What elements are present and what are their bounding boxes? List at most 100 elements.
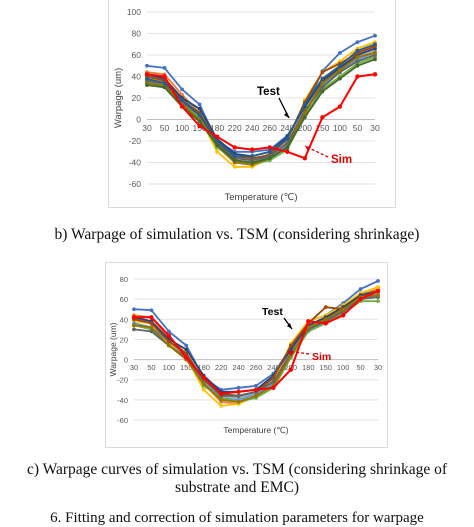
- annotation-test: Test: [257, 86, 280, 98]
- data-point: [197, 123, 202, 129]
- x-tick-label: 240: [280, 123, 294, 133]
- data-point: [355, 40, 360, 44]
- data-point: [218, 391, 224, 397]
- data-point: [184, 347, 189, 352]
- data-point: [285, 149, 290, 154]
- data-point: [250, 154, 255, 158]
- series-line: [146, 34, 376, 153]
- data-point: [132, 323, 136, 328]
- y-tick-label: -40: [129, 158, 142, 168]
- y-tick-label: 60: [120, 295, 128, 304]
- data-point: [267, 149, 272, 154]
- data-point: [338, 76, 342, 81]
- y-tick-label: 20: [132, 93, 142, 103]
- annotation-sim-arrowhead: [305, 146, 311, 151]
- data-point: [184, 343, 189, 348]
- data-point: [236, 399, 241, 404]
- data-point: [132, 307, 136, 312]
- data-point: [253, 387, 259, 392]
- data-point: [373, 42, 377, 47]
- chart-c: -60 -40 -20 0 20 40 60 80 30 50 100 150 180 220 240 260…: [108, 275, 382, 435]
- x-tick-label: 150: [315, 123, 329, 133]
- data-point: [201, 387, 206, 392]
- data-point: [149, 321, 154, 326]
- data-point: [375, 288, 381, 294]
- data-point: [341, 307, 346, 312]
- data-point: [219, 404, 224, 408]
- series-line: [146, 52, 376, 166]
- caption-c: c) Warpage curves of simulation vs. TSM …: [0, 461, 474, 497]
- x-axis-title: Temperature (℃): [225, 192, 298, 203]
- x-tick-label: 240: [245, 123, 259, 133]
- data-point: [302, 156, 308, 161]
- data-point: [215, 139, 220, 143]
- y-tick-label: 40: [120, 315, 128, 324]
- y-tick-label: 0: [136, 115, 141, 125]
- data-point: [302, 102, 307, 107]
- data-point: [373, 33, 377, 38]
- x-tick-label: 220: [228, 123, 242, 133]
- x-axis-title: Temperature (℃): [223, 425, 288, 435]
- x-tick-label: 100: [175, 123, 189, 133]
- data-point: [355, 74, 360, 79]
- x-tick-label: 260: [263, 123, 277, 133]
- data-point: [166, 343, 171, 348]
- y-tick-label: 0: [124, 356, 128, 365]
- data-point: [184, 355, 189, 360]
- data-point: [180, 98, 184, 103]
- data-point: [338, 63, 342, 68]
- data-point: [232, 164, 237, 169]
- data-point: [267, 145, 272, 150]
- data-point: [162, 66, 167, 70]
- data-point: [184, 351, 189, 356]
- x-tick-label: 240: [267, 363, 280, 372]
- data-point: [149, 325, 154, 330]
- x-tick-label: 260: [250, 363, 263, 372]
- x-tick-label: 180: [302, 363, 315, 372]
- data-point: [215, 149, 220, 154]
- data-point: [323, 305, 328, 310]
- x-tick-label: 30: [370, 123, 380, 133]
- data-point: [376, 285, 380, 289]
- data-point: [149, 308, 154, 313]
- data-point: [197, 119, 202, 124]
- data-point: [302, 115, 307, 120]
- x-tick-label: 180: [197, 363, 210, 372]
- data-point: [320, 70, 325, 75]
- data-point: [338, 50, 342, 55]
- x-tick-label: 200: [298, 123, 312, 133]
- y-tick-label: 100: [127, 7, 141, 17]
- annotation-test-arrowhead: [284, 112, 289, 118]
- data-point: [166, 329, 171, 334]
- data-point: [320, 115, 325, 120]
- x-tick-label: 100: [163, 363, 176, 372]
- data-point: [288, 367, 294, 372]
- data-point: [271, 385, 276, 390]
- data-point: [358, 296, 363, 302]
- x-tick-label: 50: [147, 363, 155, 372]
- annotation-sim: Sim: [312, 351, 331, 363]
- chart-b-panel: -60-40-200204060801003050100150180220240…: [108, 0, 396, 208]
- x-tick-label: 30: [374, 363, 382, 372]
- data-point: [285, 136, 290, 141]
- data-point: [236, 389, 241, 394]
- data-point: [358, 287, 363, 291]
- data-point: [201, 381, 206, 386]
- data-point: [250, 160, 255, 165]
- data-point: [236, 393, 241, 398]
- data-point: [355, 48, 360, 53]
- data-point: [323, 321, 328, 326]
- annotation-test: Test: [262, 306, 283, 318]
- data-point: [376, 279, 380, 283]
- annotation-sim-arrow: [287, 350, 310, 355]
- y-tick-label: 60: [132, 50, 142, 60]
- x-tick-label: 100: [333, 123, 347, 133]
- y-tick-label: 80: [120, 275, 128, 284]
- series-line: [146, 43, 376, 158]
- figure-caption-partial: 6. Fitting and correction of simulation …: [50, 510, 424, 526]
- data-point: [373, 50, 377, 55]
- x-tick-label: 50: [160, 123, 170, 133]
- x-tick-label: 150: [180, 363, 193, 372]
- data-point: [197, 102, 202, 107]
- data-point: [323, 317, 328, 322]
